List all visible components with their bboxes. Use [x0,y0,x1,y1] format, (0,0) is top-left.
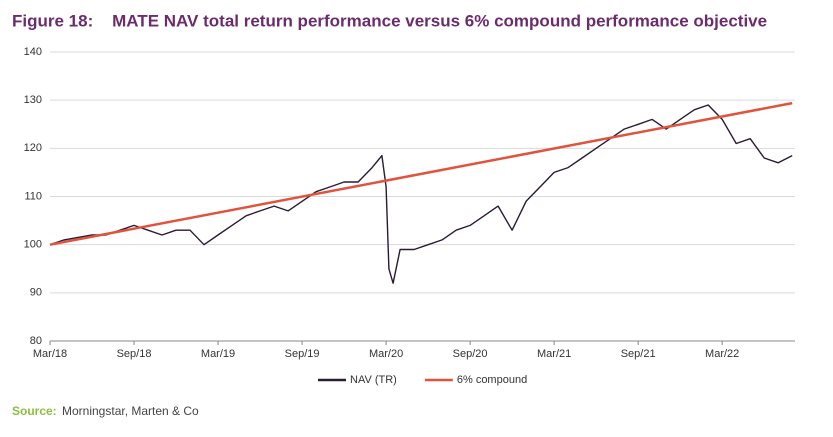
x-tick-label: Mar/22 [705,348,739,360]
y-tick-label: 100 [24,239,42,251]
chart-title: Figure 18: MATE NAV total return perform… [12,11,767,30]
x-tick-label: Sep/19 [285,348,320,360]
y-tick-label: 110 [24,190,42,202]
y-tick-label: 120 [24,142,42,154]
x-tick-label: Mar/19 [201,348,235,360]
legend-label: NAV (TR) [350,374,397,386]
source: Morningstar, Marten & Co [62,404,199,418]
series-line [49,104,793,284]
y-tick-label: 140 [24,46,42,58]
y-tick-label: 90 [30,287,42,299]
x-tick-label: Mar/18 [33,348,67,360]
source-label: Source: [12,404,57,418]
y-tick-label: 130 [24,94,42,106]
x-tick-label: Sep/20 [453,348,488,360]
x-tick-label: Mar/20 [369,348,403,360]
y-tick-label: 80 [30,335,42,347]
x-tick-label: Sep/21 [621,348,656,360]
x-tick-label: Mar/21 [537,348,571,360]
x-tick-label: Sep/18 [117,348,152,360]
series-line [49,101,793,246]
legend-label: 6% compound [457,374,527,386]
